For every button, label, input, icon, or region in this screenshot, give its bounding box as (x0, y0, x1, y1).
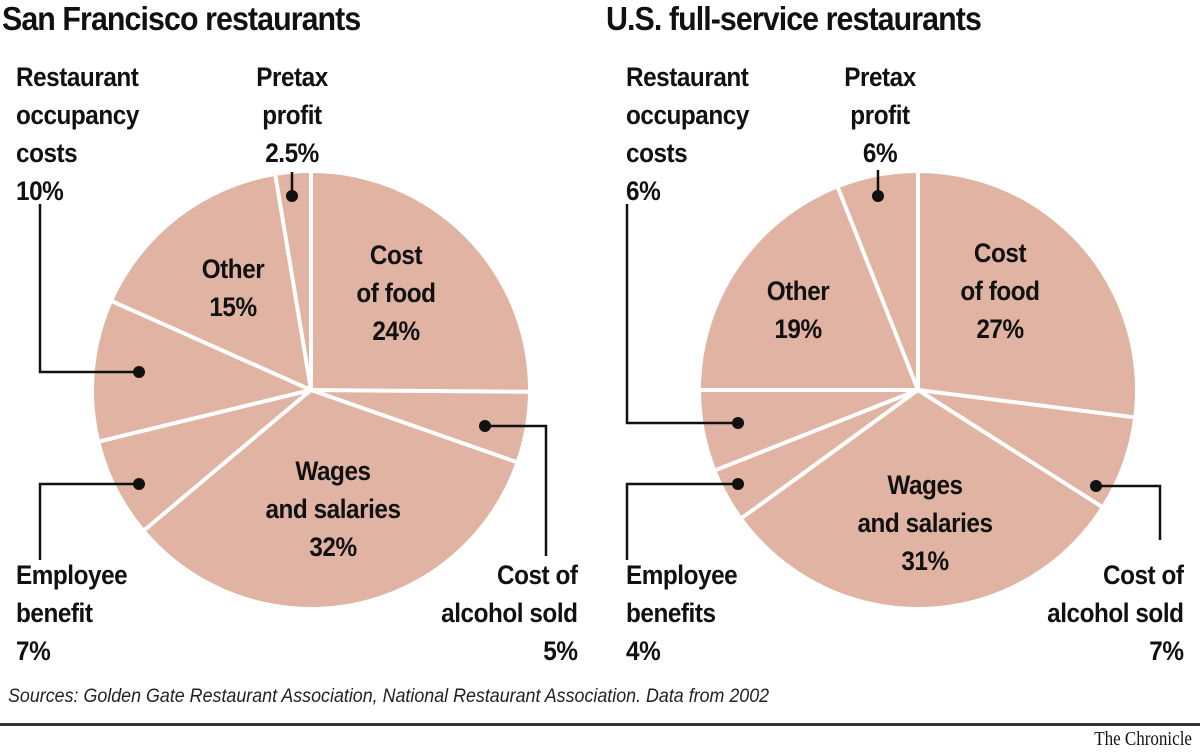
slice-label: Other 15% (98, 250, 368, 326)
pie-slice-restaurant-occupancy-costs (94, 301, 312, 442)
slice-label-line: 19% (774, 314, 822, 344)
slice-label-line: 32% (309, 532, 357, 562)
slice-label-line: 10% (16, 176, 64, 206)
slice-label-line: Other (766, 276, 830, 306)
leader-dot (732, 478, 744, 490)
slice-label-line: occupancy (626, 100, 749, 130)
slice-label-line: Cost (369, 240, 423, 270)
leader-dot (732, 417, 744, 429)
slice-label-line: Wages (295, 456, 371, 486)
slice-label: Employee benefits 4% (626, 556, 738, 670)
leader-dot (133, 366, 145, 378)
slice-separator (916, 388, 1103, 508)
leader-line (485, 424, 548, 556)
slice-separator (741, 388, 920, 520)
slice-label-line: costs (16, 138, 78, 168)
slice-label: Pretax profit 6% (745, 58, 1015, 172)
leader-line (1096, 484, 1162, 540)
slice-label-line: Cost of (1103, 560, 1184, 590)
leader-dot (872, 190, 884, 202)
slice-label-line: Cost (973, 238, 1027, 268)
slice-label: Employee benefit 7% (16, 556, 128, 670)
pie-slice-other (701, 188, 918, 390)
slice-label-line: benefit (16, 598, 93, 628)
slice-label-line: 27% (976, 314, 1024, 344)
slice-label-line: 31% (901, 546, 949, 576)
slice-label-line: 6% (862, 138, 898, 168)
leader-dot (286, 190, 298, 202)
pie-slice-cost-of-food (311, 173, 528, 392)
slice-label: Cost of food 27% (865, 234, 1135, 348)
slice-separator (273, 175, 313, 391)
slice-label: Cost of alcohol sold 5% (441, 556, 579, 670)
slice-label-line: 24% (372, 316, 420, 346)
slice-label: Other 19% (663, 272, 933, 348)
slice-label-line: Restaurant (16, 62, 139, 92)
pie-slice-employee-benefit (100, 390, 311, 530)
leader-line (625, 204, 738, 425)
slice-label: Pretax profit 2.5% (157, 58, 427, 172)
slice-label-line: Restaurant (626, 62, 749, 92)
slice-label-line: Pretax (844, 62, 916, 92)
leader-dot (133, 478, 145, 490)
leader-dot (479, 420, 491, 432)
slice-label-line: and salaries (265, 494, 401, 524)
slice-label-line: Wages (887, 470, 963, 500)
slice-separator (310, 388, 517, 464)
leader-dot (1090, 480, 1102, 492)
slice-label-line: Other (201, 254, 265, 284)
slice-label-line: Employee (626, 560, 738, 590)
slice-separator (715, 388, 919, 472)
chart-title-sf: San Francisco restaurants (2, 0, 361, 37)
slice-label-line: occupancy (16, 100, 139, 130)
slice-separator (310, 388, 529, 394)
leader-line (38, 204, 139, 374)
slice-label-line: Cost of (497, 560, 578, 590)
sources-note: Sources: Golden Gate Restaurant Associat… (8, 686, 770, 707)
slice-label-line: profit (262, 100, 322, 130)
slice-label: Restaurant occupancy costs 6% (626, 58, 749, 210)
pie-slice-cost-of-alcohol-sold (918, 390, 1134, 507)
slice-label: Restaurant occupancy costs 10% (16, 58, 139, 210)
chart-title-us: U.S. full-service restaurants (606, 0, 982, 37)
slice-label-line: Employee (16, 560, 128, 590)
slice-label-line: 7% (1149, 636, 1185, 666)
slice-label-line: alcohol sold (1047, 598, 1185, 628)
slice-separator (99, 388, 312, 444)
pie-slice-wages-and-salaries (742, 390, 1102, 607)
divider (0, 723, 1200, 726)
slice-label-line: alcohol sold (441, 598, 579, 628)
slice-separator (917, 388, 1134, 420)
slice-label-line: 2.5% (265, 138, 319, 168)
slice-label-line: profit (850, 100, 910, 130)
slice-separator (111, 299, 312, 392)
slice-label-line: of food (960, 276, 1040, 306)
slice-label: Wages and salaries 32% (198, 452, 468, 566)
pie-slice-cost-of-food (918, 172, 1136, 418)
pie-slice-employee-benefits (716, 390, 918, 518)
slice-label: Wages and salaries 31% (790, 466, 1060, 580)
leader-line (625, 482, 738, 560)
slice-separator (836, 187, 920, 391)
slice-label-line: 4% (626, 636, 661, 666)
slice-label-line: 5% (543, 636, 579, 666)
slice-label: Cost of food 24% (261, 236, 531, 350)
slice-label-line: 7% (16, 636, 51, 666)
credit-logo: The Chronicle (1094, 728, 1192, 750)
slice-label-line: 15% (209, 292, 257, 322)
slice-label-line: and salaries (857, 508, 993, 538)
slice-label-line: of food (356, 278, 436, 308)
slice-label-line: benefits (626, 598, 716, 628)
slice-label: Cost of alcohol sold 7% (1047, 556, 1185, 670)
pie-slice-other (112, 175, 312, 390)
slice-label-line: Pretax (256, 62, 328, 92)
slice-separator (143, 388, 313, 532)
leader-line (38, 482, 139, 560)
slice-label-line: costs (626, 138, 688, 168)
pie-slice-wages-and-salaries (144, 390, 516, 607)
slice-label-line: 6% (626, 176, 661, 206)
